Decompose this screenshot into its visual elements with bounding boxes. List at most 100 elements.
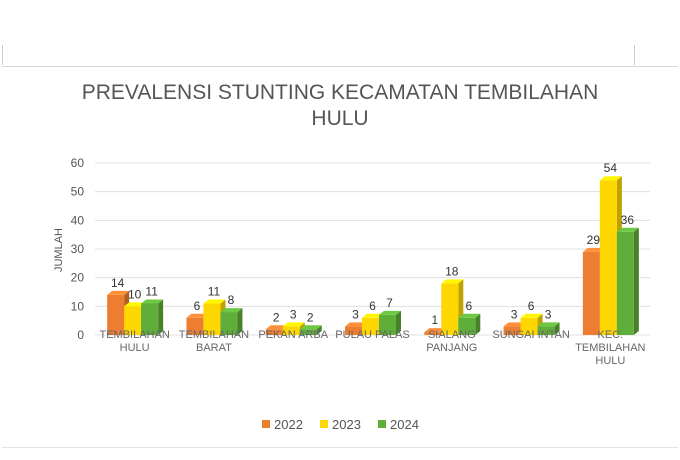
y-tick-label: 10: [71, 299, 85, 313]
data-label: 2: [307, 310, 314, 324]
bar-2024: [141, 303, 159, 335]
legend-swatch-2024: [378, 420, 386, 428]
bar-top: [616, 227, 639, 232]
data-label: 29: [587, 233, 601, 247]
legend-swatch-2022: [262, 420, 270, 428]
bar-2023: [124, 306, 142, 335]
bar-top: [362, 313, 384, 318]
bar-top: [379, 310, 401, 315]
bar-side: [475, 313, 481, 335]
y-tick-label: 60: [71, 156, 85, 170]
data-label: 10: [128, 287, 142, 301]
bar-side: [316, 325, 322, 335]
bar-top: [458, 313, 481, 318]
bar-top: [582, 247, 605, 252]
x-tick-label: TEMBILAHAN: [179, 329, 249, 341]
bar-top: [299, 325, 322, 330]
data-label: 6: [528, 299, 535, 313]
divider: [2, 45, 3, 65]
data-label: 11: [145, 284, 158, 298]
data-label: 3: [511, 307, 518, 321]
bar-2024: [379, 314, 396, 335]
x-tick-label: HULU: [595, 355, 625, 367]
y-axis-label: JUMLAH: [53, 228, 65, 272]
bar-top: [599, 176, 622, 181]
bar-2022: [345, 326, 362, 335]
bar-2023: [520, 317, 538, 335]
bar-2022: [265, 329, 283, 335]
x-tick-label: BARAT: [196, 342, 232, 354]
chart-title: PREVALENSI STUNTING KECAMATAN TEMBILAHAN…: [81, 81, 599, 130]
bar-top: [107, 290, 130, 295]
data-label: 18: [445, 264, 459, 278]
bar-top: [345, 322, 367, 327]
bar-top: [186, 313, 209, 318]
legend-label: 2024: [390, 417, 419, 432]
data-label: 6: [194, 299, 201, 313]
x-tick-label: TEMBILAHAN: [99, 329, 169, 341]
bar-2022: [503, 326, 521, 335]
x-tick-label: SIALANG: [428, 329, 476, 341]
data-label: 1: [431, 313, 438, 327]
bar-2024: [299, 329, 317, 335]
data-label: 36: [621, 213, 635, 227]
bar-side: [237, 308, 243, 335]
bar-2023: [599, 180, 617, 335]
chart-frame: [2, 66, 678, 448]
x-tick-label: KEC.: [598, 329, 624, 341]
bar-side: [158, 299, 164, 335]
data-label: 3: [545, 307, 552, 321]
x-tick-label: SUNGAI INTAN: [492, 329, 569, 341]
bar-2022: [582, 251, 600, 335]
bar-top: [141, 299, 164, 304]
bar-top: [203, 299, 226, 304]
bar-2024: [537, 326, 555, 335]
bar-2024: [616, 231, 634, 335]
bar-top: [441, 279, 464, 284]
bar-2023: [362, 317, 379, 335]
data-label: 11: [208, 284, 221, 298]
legend-label: 2023: [332, 417, 361, 432]
bar-top: [282, 322, 305, 327]
data-label: 7: [386, 296, 393, 310]
data-label: 14: [111, 276, 125, 290]
bar-top: [265, 325, 288, 330]
data-label: 54: [604, 161, 618, 175]
bar-side: [633, 227, 639, 335]
bar-top: [220, 308, 243, 313]
legend-swatch-2023: [320, 420, 328, 428]
bar-2022: [424, 332, 442, 335]
x-tick-label: HULU: [120, 342, 150, 354]
y-tick-label: 50: [71, 185, 85, 199]
x-tick-label: TEMBILAHAN: [575, 342, 645, 354]
data-label: 3: [290, 307, 297, 321]
bar-2022: [107, 294, 125, 335]
bar-2023: [203, 303, 221, 335]
y-tick-label: 20: [71, 271, 85, 285]
data-label: 2: [273, 310, 280, 324]
bar-2023: [282, 326, 300, 335]
bar-top: [424, 328, 447, 333]
bar-2023: [441, 283, 459, 335]
bar-side: [554, 322, 560, 335]
bar-top: [537, 322, 560, 327]
bar-side: [396, 310, 401, 335]
bar-2024: [458, 317, 476, 335]
bar-2024: [220, 312, 238, 335]
x-tick-label: PANJANG: [426, 342, 477, 354]
y-tick-label: 40: [71, 213, 85, 227]
x-tick-label: PEKAN ARBA: [258, 329, 328, 341]
y-tick-label: 0: [77, 328, 84, 342]
bar-2022: [186, 317, 204, 335]
data-label: 6: [465, 299, 472, 313]
data-label: 6: [369, 299, 376, 313]
divider: [634, 45, 635, 65]
data-label: 8: [228, 293, 235, 307]
bar-top: [520, 313, 543, 318]
legend-label: 2022: [274, 417, 303, 432]
bar-top: [503, 322, 526, 327]
x-tick-label: PULAU PALAS: [335, 329, 409, 341]
data-label: 3: [352, 307, 359, 321]
bar-top: [124, 302, 147, 307]
